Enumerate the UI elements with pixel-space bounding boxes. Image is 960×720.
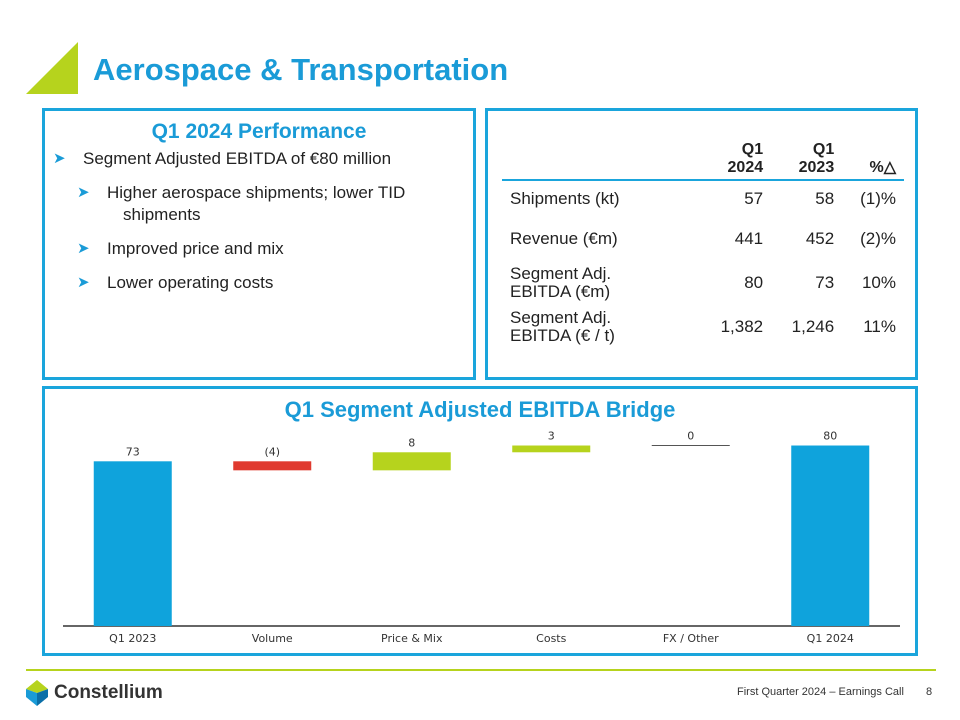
- arrow-bullet-icon: ➤: [77, 240, 90, 257]
- category-label: FX / Other: [663, 632, 719, 645]
- logo-text: Constellium: [54, 682, 163, 703]
- page-number: 8: [926, 686, 933, 698]
- table-row: Revenue (€m) 441 452 (2)%: [510, 229, 896, 248]
- constellium-logo: Constellium: [26, 680, 163, 706]
- data-label: (4): [264, 445, 280, 458]
- arrow-bullet-icon: ➤: [53, 150, 66, 167]
- bullet-item: ➤ Segment Adjusted EBITDA of €80 million: [53, 149, 392, 168]
- data-label: 73: [126, 445, 140, 458]
- bar-price-mix: [372, 452, 451, 471]
- col-header-q1-2024: Q1 2024: [700, 141, 772, 181]
- page-title: Aerospace & Transportation: [93, 52, 509, 87]
- table-row: Segment Adj. EBITDA (€m) 80 73 10%: [510, 264, 896, 301]
- chart-title: Q1 Segment Adjusted EBITDA Bridge: [284, 397, 676, 422]
- col-header-q1-2023: Q1 2023: [771, 141, 843, 181]
- bar-volume: [233, 461, 312, 471]
- category-label: Costs: [536, 632, 566, 645]
- bullet-item: ➤ Improved price and mix: [77, 239, 284, 258]
- arrow-bullet-icon: ➤: [77, 184, 90, 201]
- constellium-logo-icon: [26, 680, 48, 706]
- bar-costs: [512, 445, 591, 453]
- table-header-row: Q1 2024 Q1 2023 %△: [502, 141, 904, 181]
- bar-q1-2024: [791, 445, 870, 626]
- data-label: 3: [548, 430, 555, 443]
- ebitda-bridge-chart: 73 Q1 2023 (4) Volume 8 Price & Mix 3 Costs 0 FX …: [63, 430, 900, 645]
- performance-title: Q1 2024 Performance: [151, 120, 367, 143]
- category-label: Q1 2023: [109, 632, 156, 645]
- arrow-bullet-icon: ➤: [77, 274, 90, 291]
- kpi-table-panel: Q1 2024 Q1 2023 %△ Shipments (kt) 57 58 (1…: [485, 108, 918, 380]
- table-row: Segment Adj. EBITDA (€ / t) 1,382 1,246 1…: [510, 308, 896, 345]
- data-label: 0: [687, 430, 694, 443]
- bullet-item: ➤ Lower operating costs: [77, 273, 274, 292]
- performance-panel: Q1 2024 Performance ➤ Segment Adjusted E…: [42, 108, 476, 380]
- category-label: Q1 2024: [807, 632, 854, 645]
- category-label: Price & Mix: [381, 632, 443, 645]
- col-header-pct-change: %△: [842, 141, 904, 181]
- data-label: 80: [823, 430, 837, 443]
- corner-triangle-decoration: [26, 42, 78, 94]
- table-row: Shipments (kt) 57 58 (1)%: [510, 189, 896, 208]
- ebitda-bridge-panel: Q1 Segment Adjusted EBITDA Bridge 73 Q1 2…: [42, 386, 918, 656]
- category-label: Volume: [252, 632, 293, 645]
- performance-bullets: ➤ Segment Adjusted EBITDA of €80 million…: [45, 148, 473, 294]
- data-label: 8: [408, 436, 415, 449]
- bar-q1-2023: [93, 461, 172, 626]
- bullet-item: ➤ Higher aerospace shipments; lower TID …: [77, 183, 406, 224]
- footer-event: First Quarter 2024 – Earnings Call: [737, 686, 904, 698]
- kpi-table: Q1 2024 Q1 2023 %△ Shipments (kt) 57 58 (1…: [502, 141, 904, 349]
- footer-divider: [26, 669, 936, 671]
